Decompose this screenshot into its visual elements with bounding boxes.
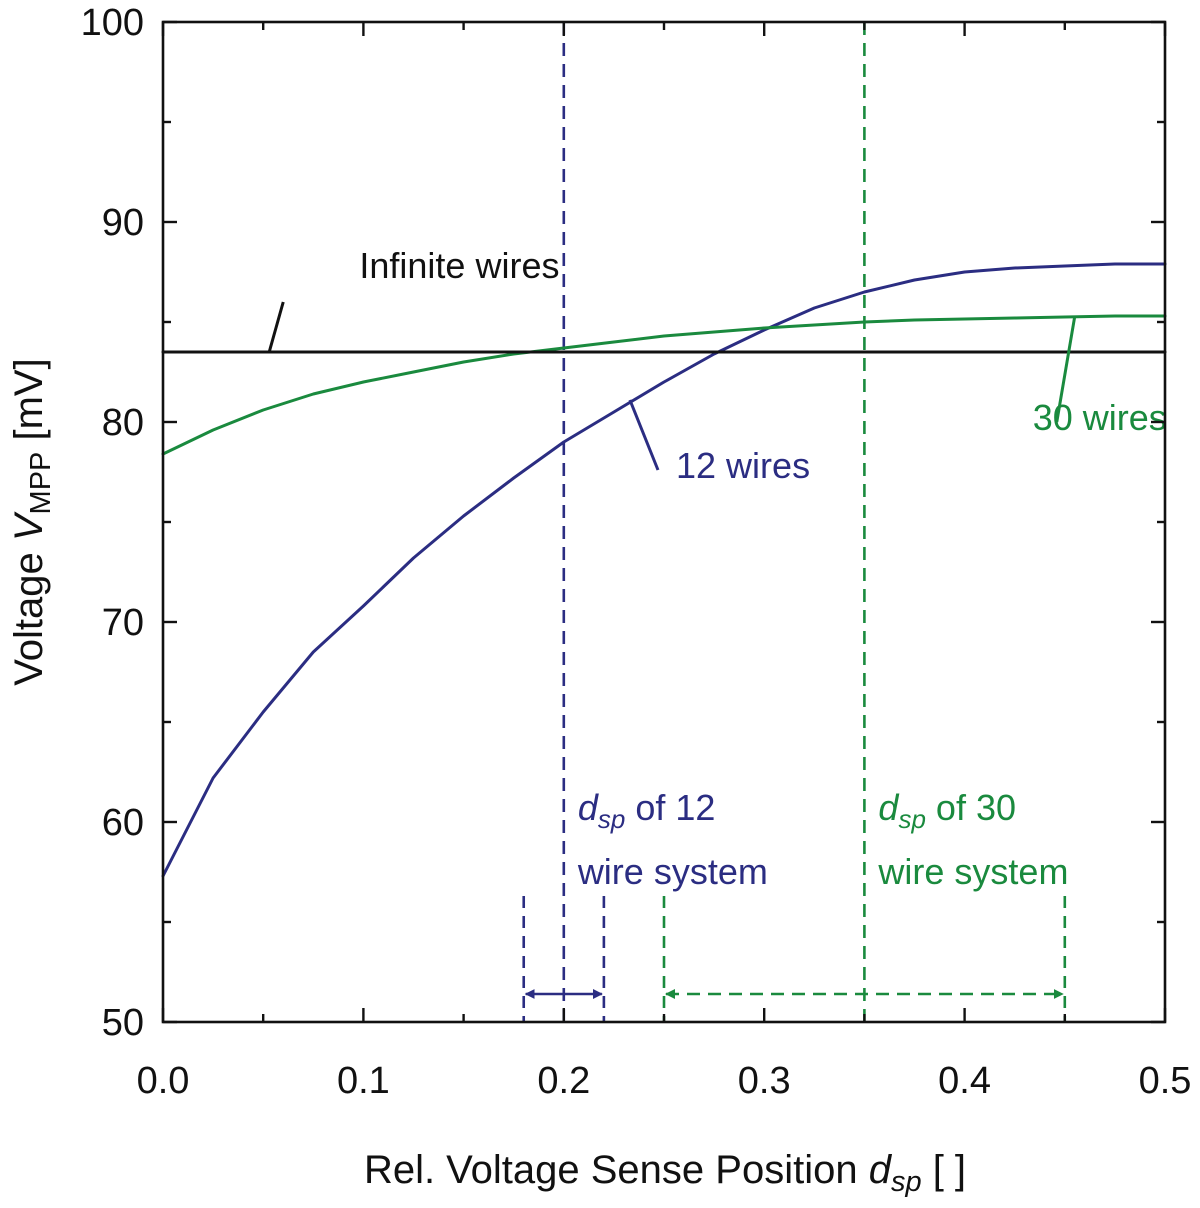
sense-position-label-1: dsp of 30 xyxy=(878,787,1016,834)
curve-leader-line-2 xyxy=(1055,315,1077,423)
x-tick-label: 0.0 xyxy=(137,1060,190,1102)
curve-label-2: 30 wires xyxy=(1033,397,1167,438)
x-tick-label: 0.3 xyxy=(738,1060,791,1102)
series-line-30-wires xyxy=(161,314,1167,456)
y-tick-label: 80 xyxy=(102,402,144,444)
y-tick-label: 50 xyxy=(102,1002,144,1044)
curve-label-0: Infinite wires xyxy=(359,245,559,286)
x-tick-label: 0.5 xyxy=(1139,1060,1192,1102)
sense-position-label-0: dsp of 12 xyxy=(578,787,716,834)
x-tick-label: 0.2 xyxy=(537,1060,590,1102)
curve-leader-line-0 xyxy=(267,301,285,353)
curve-label-1: 12 wires xyxy=(676,445,810,486)
y-axis-label: Voltage VMPP [mV] xyxy=(7,358,57,685)
sense-position-label-line2-0: wire system xyxy=(577,851,768,892)
x-axis-label: Rel. Voltage Sense Position dsp [ ] xyxy=(364,1148,966,1198)
x-tick-label: 0.4 xyxy=(938,1060,991,1102)
y-tick-label: 70 xyxy=(102,602,144,644)
curve-leader-line-1 xyxy=(628,399,660,471)
sense-position-label-line2-1: wire system xyxy=(877,851,1068,892)
y-tick-label: 90 xyxy=(102,202,144,244)
x-tick-label: 0.1 xyxy=(337,1060,390,1102)
y-tick-label: 60 xyxy=(102,802,144,844)
series-line-12-wires xyxy=(161,262,1167,878)
y-tick-label: 100 xyxy=(81,2,144,44)
